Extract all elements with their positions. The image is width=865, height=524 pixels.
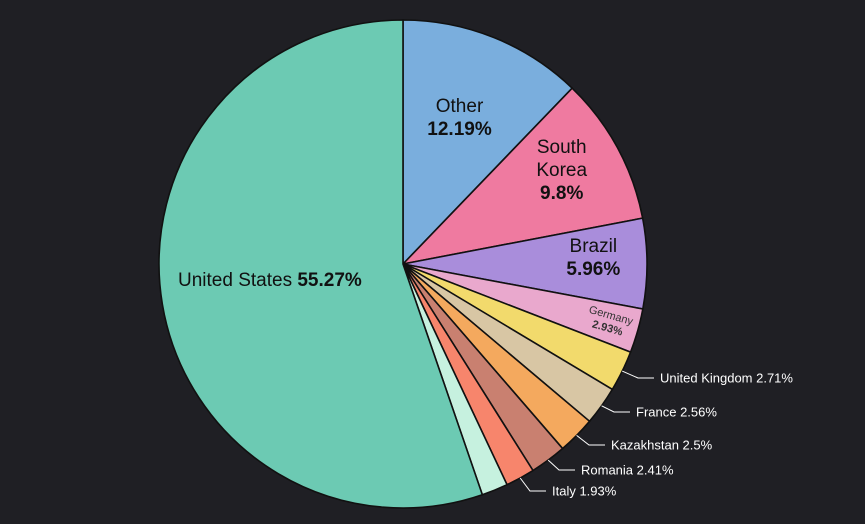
label-romania: Romania 2.41% — [581, 463, 674, 478]
label-united-states-name: United States — [178, 270, 297, 291]
slice-other — [402, 19, 574, 266]
label-other-name-0: Other — [436, 96, 484, 117]
leader-line-italy — [519, 477, 546, 492]
label-other-percent: 12.19% — [427, 119, 492, 140]
pie-slices — [158, 19, 648, 509]
label-united-states: United States 55.27% — [178, 270, 362, 291]
label-south-korea-percent: 9.8% — [540, 183, 583, 204]
leader-line-romania — [547, 459, 575, 471]
label-italy: Italy 1.93% — [552, 484, 617, 499]
leader-line-france — [601, 405, 630, 413]
label-kazakhstan: Kazakhstan 2.5% — [611, 438, 713, 453]
label-brazil-percent: 5.96% — [566, 259, 620, 280]
leader-line-united-kingdom — [621, 370, 654, 379]
label-france: France 2.56% — [636, 405, 717, 420]
label-united-kingdom: United Kingdom 2.71% — [660, 371, 793, 386]
slice-south-korea — [400, 87, 644, 266]
label-united-states-percent: 55.27% — [297, 270, 362, 291]
leader-line-kazakhstan — [576, 435, 605, 446]
callout-leader-lines — [519, 370, 654, 492]
slice-labels: Other12.19%SouthKorea9.8%Brazil5.96%Germ… — [178, 96, 793, 498]
slice-united-states — [158, 19, 484, 509]
label-south-korea-name-0: South — [537, 137, 587, 158]
label-south-korea-name-1: Korea — [536, 160, 587, 181]
label-brazil-name-0: Brazil — [570, 236, 618, 257]
